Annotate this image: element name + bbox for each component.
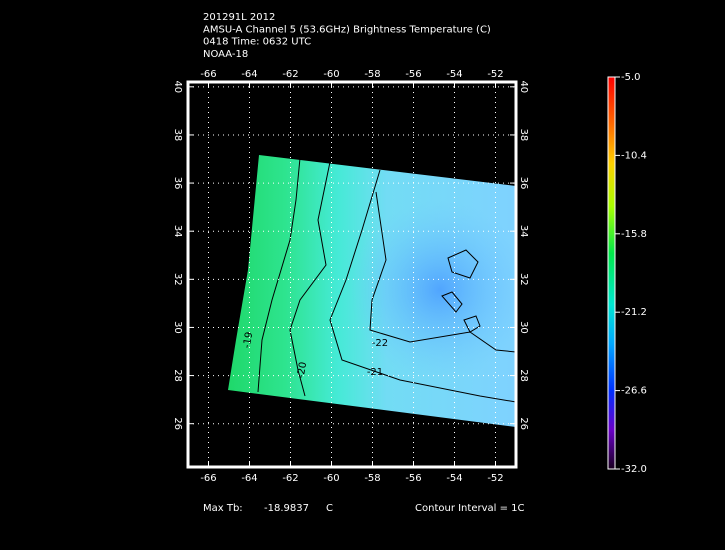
colorbar-label: -32.0 [621, 464, 647, 475]
y-tick-label: 32 [172, 273, 183, 286]
colorbar-label: -21.2 [621, 307, 647, 318]
title-line: AMSU-A Channel 5 (53.6GHz) Brightness Te… [203, 24, 491, 35]
contour-line [447, 249, 479, 279]
contour-line [441, 291, 463, 313]
max-unit: C [326, 503, 333, 514]
x-tick-label: -52 [487, 69, 503, 80]
y-tick-label: 26 [172, 417, 183, 430]
x-tick-label: -54 [446, 69, 462, 80]
y-tick-label: 26 [518, 417, 529, 430]
x-tick-label: -64 [241, 69, 257, 80]
y-tick-label: 32 [518, 273, 529, 286]
x-tick-label: -58 [364, 69, 380, 80]
y-tick-label: 38 [518, 129, 529, 142]
x-tick-label: -52 [487, 473, 503, 484]
contour-label: -19 [242, 331, 256, 349]
x-tick-label: -64 [241, 473, 257, 484]
contour-line [289, 161, 331, 397]
y-tick-label: 34 [172, 225, 183, 238]
contour-line [463, 315, 481, 333]
title-line: 0418 Time: 0632 UTC [203, 37, 311, 48]
contour-label: -20 [296, 361, 310, 379]
x-tick-label: -60 [323, 69, 339, 80]
colorbar-label: -10.4 [621, 150, 647, 161]
y-tick-label: 38 [172, 129, 183, 142]
x-tick-label: -62 [282, 69, 298, 80]
y-tick-label: 30 [172, 321, 183, 334]
contour-line [369, 191, 517, 353]
plot-frame [186, 80, 518, 469]
plot-area: -19 -20 -21 -22 [228, 155, 517, 427]
x-tick-label: -66 [200, 69, 216, 80]
colorbar-label: -5.0 [621, 72, 641, 83]
colorbar-label: -26.6 [621, 386, 647, 397]
title-line: NOAA-18 [203, 49, 248, 60]
x-tick-label: -58 [364, 473, 380, 484]
y-tick-label: 30 [518, 321, 529, 334]
contour-line [329, 169, 517, 403]
x-tick-label: -66 [200, 473, 216, 484]
x-tick-label: -56 [405, 473, 421, 484]
max-value: -18.9837 [264, 503, 309, 514]
x-tick-label: -56 [405, 69, 421, 80]
x-tick-label: -54 [446, 473, 462, 484]
y-tick-label: 40 [172, 80, 183, 93]
y-tick-label: 28 [518, 369, 529, 382]
colorbar [607, 76, 616, 470]
contour-interval: Contour Interval = 1C [415, 503, 525, 514]
title-line: 201291L 2012 [203, 12, 275, 23]
cold-core [228, 155, 516, 427]
y-tick-label: 36 [518, 177, 529, 190]
y-tick-label: 40 [518, 80, 529, 93]
y-tick-label: 28 [172, 369, 183, 382]
contour-label: -21 [367, 367, 383, 378]
max-label: Max Tb: [203, 503, 243, 514]
x-tick-label: -62 [282, 473, 298, 484]
contour-label: -22 [372, 338, 388, 349]
y-tick-label: 36 [172, 177, 183, 190]
y-tick-label: 34 [518, 225, 529, 238]
colorbar-label: -15.8 [621, 229, 647, 240]
contour-line [257, 157, 301, 393]
x-tick-label: -60 [323, 473, 339, 484]
